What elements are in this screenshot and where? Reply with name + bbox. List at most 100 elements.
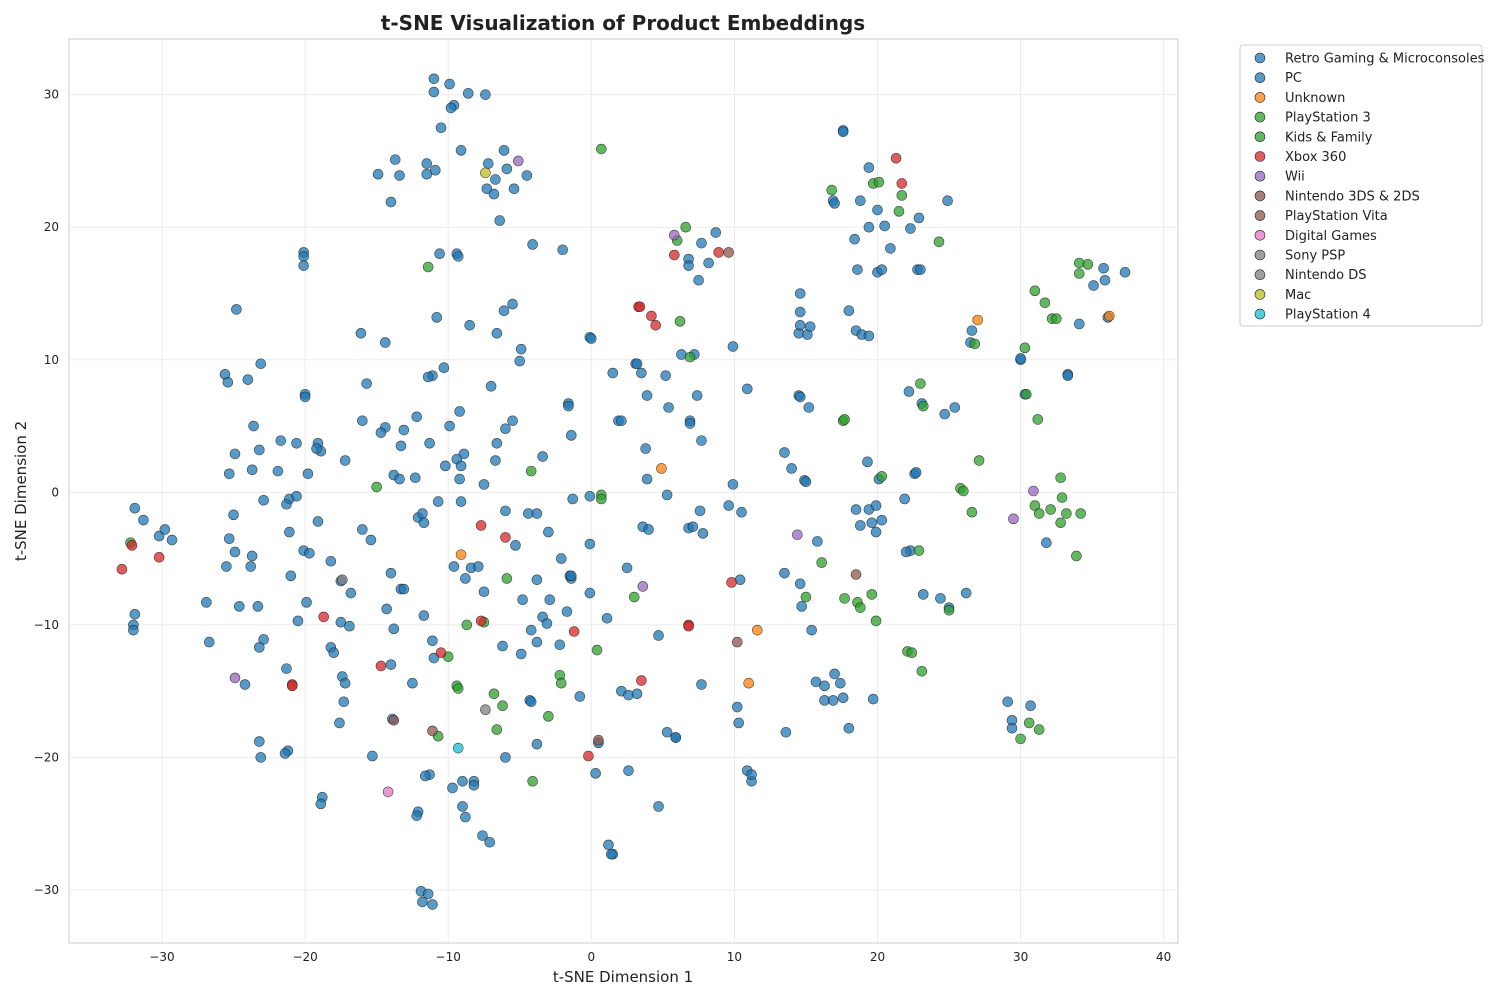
data-point [507,415,518,427]
data-point [837,126,849,138]
data-point [490,455,501,466]
data-point [710,227,722,238]
data-point [357,415,368,427]
data-point [850,504,862,515]
data-point [444,78,455,90]
data-point [527,239,538,250]
legend-label: PlayStation 3 [1285,111,1371,126]
data-point [375,660,387,672]
data-point [291,491,302,502]
legend-label: Nintendo DS [1285,268,1367,283]
data-point [460,811,471,823]
data-point [455,549,467,560]
data-point [116,563,128,575]
data-point [885,243,896,254]
data-point [786,463,797,474]
data-point [427,635,438,647]
data-point [691,390,703,401]
data-point [843,722,855,734]
data-point [1006,722,1018,734]
data-point [409,472,421,484]
legend-label: Unknown [1285,91,1345,106]
data-point [839,414,850,425]
legend-label: Kids & Family [1285,130,1373,145]
data-point [281,663,292,674]
data-point [743,677,755,689]
data-point [371,481,382,493]
legend-label: PC [1285,71,1302,86]
data-point [872,204,883,216]
data-point [531,738,543,750]
data-point [229,448,241,460]
data-point [315,798,327,810]
data-point [586,333,597,344]
data-point [153,551,165,563]
data-point [344,620,355,632]
data-points [116,73,1131,910]
data-point [246,464,258,476]
data-point [779,567,790,579]
data-point [537,451,548,462]
data-point [385,659,397,670]
data-point [915,378,926,389]
data-point [248,420,259,432]
data-point [510,540,521,551]
data-point [804,321,816,332]
data-point [455,460,467,472]
data-point [584,491,596,502]
plot-area [68,38,1179,944]
data-point [906,647,918,659]
data-point [812,536,823,547]
x-tick-label: 30 [1013,950,1028,964]
data-point [515,343,527,355]
data-point [555,553,567,564]
data-point [428,73,440,85]
data-point [958,485,969,497]
data-point [683,260,694,271]
data-point [420,770,431,782]
data-point [966,506,978,518]
data-point [565,570,577,582]
data-point [1033,724,1045,735]
data-point [460,573,471,584]
data-point [563,400,574,412]
data-point [806,624,817,636]
data-point [417,508,428,519]
grid [69,39,1178,943]
data-point [694,505,706,517]
x-tick-label: 10 [727,950,742,964]
data-point [796,601,807,612]
data-point [514,355,526,367]
data-point [531,636,543,648]
data-point [915,264,926,275]
data-point [258,494,269,506]
data-point [385,196,397,208]
data-point [507,298,518,310]
data-point [480,704,491,716]
data-point [646,310,657,322]
data-point [388,623,400,635]
legend-label: Digital Games [1285,229,1377,244]
data-point [591,644,603,656]
legend-label: Wii [1285,170,1305,185]
data-point [634,301,646,313]
data-point [917,400,929,412]
data-point [379,337,391,348]
data-point [328,647,340,659]
legend-label: Xbox 360 [1285,150,1346,165]
x-tick-label: −20 [292,950,317,964]
legend-label: Nintendo 3DS & 2DS [1285,189,1420,204]
data-point [855,195,866,207]
data-point [696,237,707,249]
data-point [1002,696,1014,708]
data-point [1015,353,1026,364]
data-point [541,618,553,629]
data-point [696,679,707,690]
data-point [899,493,910,505]
data-point [445,102,457,114]
x-axis-label: t-SNE Dimension 1 [553,968,693,986]
data-point [312,516,324,527]
legend-label: PlayStation 4 [1285,308,1371,323]
data-point [661,726,673,738]
data-point [794,306,806,318]
